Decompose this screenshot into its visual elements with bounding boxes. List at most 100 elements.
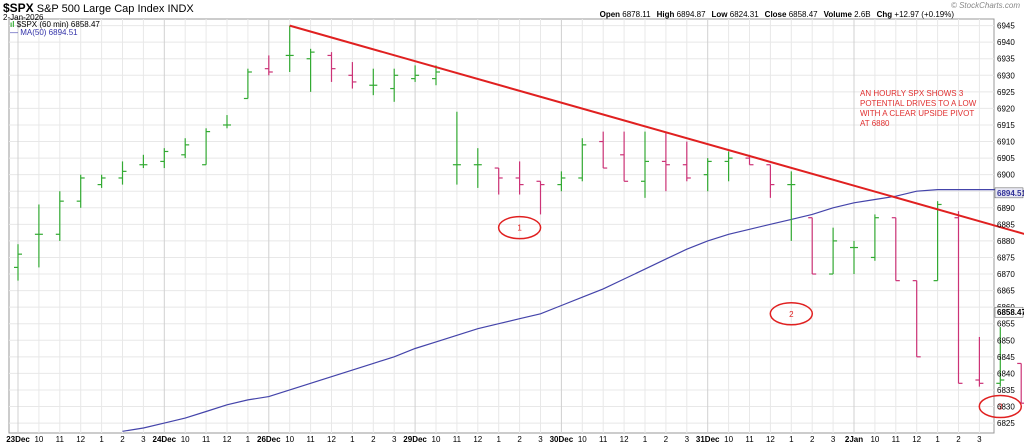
grid [9,19,994,433]
ohlc-bar [223,115,231,129]
stat-value: +12.97 (+0.19%) [892,10,954,19]
y-tick-label: 6905 [997,154,1015,163]
marker-ellipse [978,394,1023,419]
ohlc-stats: Open 6878.11 High 6894.87 Low 6824.31 Close… [594,10,954,19]
stat-label: Close [764,10,787,19]
ma-value-tag-box [994,187,1024,199]
ohlc-bar [829,227,838,275]
ohlc-bar [557,171,566,192]
ohlc-bar [202,128,211,166]
x-tick-label: 2 [956,435,961,444]
ma-legend-swatch-icon: — [10,28,18,37]
marker-label: 1 [517,224,522,233]
y-tick-label: 6835 [997,386,1015,395]
ohlc-bar [891,217,900,282]
x-tick-label: 2 [517,435,522,444]
ohlc-bar [724,151,733,182]
marker-ellipse [769,302,814,326]
annotation-line: WITH A CLEAR UPSIDE PIVOT [860,109,975,118]
x-tick-label: 10 [285,435,294,444]
y-tick-label: 6945 [997,22,1015,31]
x-tick-label: 26Dec [257,435,281,444]
ohlc-bar [515,161,524,195]
x-tick-label: 10 [724,435,733,444]
moving-average [122,189,1024,432]
x-tick-label: 3 [392,435,397,444]
x-tick-label: 1 [643,435,648,444]
ohlc-bar [578,138,587,182]
y-tick-label: 6825 [997,419,1015,428]
y-tick-label: 6930 [997,71,1015,80]
ohlc-bar [1017,362,1024,404]
y-tick-label: 6890 [997,204,1015,213]
y-tick-label: 6915 [997,121,1015,130]
ma-line [122,189,1024,432]
chart-title: $SPX S&P 500 Large Cap Index INDX [3,1,194,15]
ohlc-bar [494,167,503,195]
ohlc-bar [243,68,252,100]
ohlc-bar [620,131,629,182]
y-axis: 6825683068356840684568506855686068656870… [994,22,1024,428]
y-tick-label: 6925 [997,88,1015,97]
x-tick-label: 12 [766,435,775,444]
annotation-note: AN HOURLY SPX SHOWS 3 POTENTIAL DRIVES TO… [860,89,976,129]
y-tick-label: 6940 [997,38,1015,47]
ohlc-bar [933,201,942,282]
x-tick-label: 1 [99,435,104,444]
plot-area [8,18,995,434]
y-tick-label: 6870 [997,270,1015,279]
x-tick-label: 12 [620,435,629,444]
y-tick-label: 6880 [997,237,1015,246]
stat-value: 6878.11 [620,10,651,19]
ohlc-bar [536,180,545,215]
x-tick-label: 3 [977,435,982,444]
x-tick-label: 1 [246,435,251,444]
x-tick-label: 11 [892,435,901,444]
ohlc-bar [975,336,984,387]
x-tick-label: 12 [223,435,232,444]
x-tick-label: 10 [34,435,43,444]
x-tick-label: 3 [538,435,543,444]
annotation-line: POTENTIAL DRIVES TO A LOW [860,99,977,108]
ohlc-bar [97,174,106,188]
y-tick-label: 6910 [997,138,1015,147]
x-tick-label: 12 [76,435,85,444]
y-tick-label: 6845 [997,353,1015,362]
y-tick-label: 6875 [997,253,1015,262]
x-tick-label: 12 [473,435,482,444]
x-tick-label: 2 [371,435,376,444]
y-tick-label: 6885 [997,220,1015,229]
drive-markers: 1 2 3 [497,215,1023,419]
x-tick-label: 11 [745,435,754,444]
ohlc-bars [14,25,1024,404]
x-tick-label: 29Dec [403,435,427,444]
x-tick-label: 31Dec [696,435,720,444]
ohlc-bar [641,131,649,198]
ohlc-bar [390,68,399,102]
trendline [289,24,1024,235]
y-tick-label: 6850 [997,336,1015,345]
x-tick-label: 23Dec [6,435,30,444]
x-tick-label: 10 [870,435,879,444]
y-tick-label: 6865 [997,287,1015,296]
ohlc-bar [703,158,712,192]
ohlc-bar [432,65,440,86]
x-tick-label: 2 [664,435,669,444]
stat-value: 6894.87 [674,10,706,19]
exchange: INDX [167,3,194,15]
legend-ma: — MA(50) 6894.51 [10,28,78,37]
ohlc-bar [118,161,127,185]
stat-label: Chg [876,10,893,19]
watermark: © StockCharts.com [950,1,1020,10]
marker-label: 3 [998,403,1003,412]
stat-label: High [656,10,675,19]
ohlc-bar [34,204,43,268]
y-tick-label: 6900 [997,171,1015,180]
x-tick-label: 2 [810,435,815,444]
stat-label: Open [599,10,621,19]
ohlc-bar [682,141,691,182]
stat-value: 6858.47 [786,10,818,19]
trendline-segment [289,24,1024,235]
ohlc-bar [954,211,963,384]
